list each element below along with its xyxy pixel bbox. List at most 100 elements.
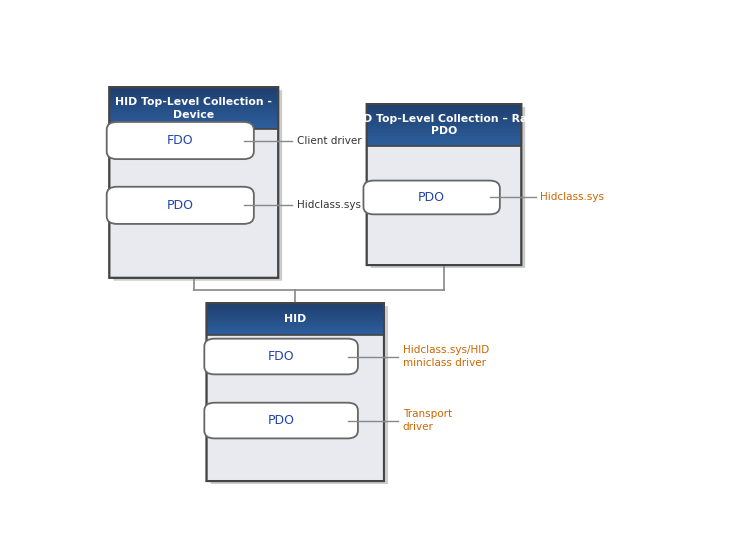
Bar bbox=[367, 115, 521, 117]
Bar bbox=[367, 139, 521, 140]
Bar bbox=[109, 109, 278, 111]
Bar bbox=[207, 318, 384, 319]
Bar bbox=[367, 125, 521, 127]
Bar bbox=[367, 112, 521, 114]
Bar bbox=[207, 310, 384, 312]
Bar bbox=[367, 122, 521, 124]
Bar bbox=[109, 116, 278, 118]
Text: Hidclass.sys/HID
miniclass driver: Hidclass.sys/HID miniclass driver bbox=[403, 345, 489, 368]
Bar bbox=[207, 302, 384, 304]
Bar bbox=[109, 87, 278, 89]
Bar bbox=[109, 118, 278, 119]
Bar bbox=[207, 323, 384, 324]
Bar bbox=[108, 129, 279, 278]
Bar bbox=[109, 100, 278, 101]
Bar bbox=[207, 328, 384, 330]
Bar bbox=[109, 115, 278, 117]
Bar bbox=[367, 130, 521, 132]
Bar bbox=[109, 95, 278, 97]
Bar bbox=[367, 104, 521, 106]
Bar bbox=[367, 144, 521, 146]
FancyBboxPatch shape bbox=[204, 339, 358, 375]
Bar bbox=[109, 122, 278, 124]
Bar bbox=[367, 111, 521, 113]
Bar bbox=[109, 113, 278, 115]
Bar bbox=[206, 335, 384, 481]
Bar bbox=[109, 126, 278, 128]
Bar bbox=[367, 140, 521, 142]
Bar bbox=[367, 107, 521, 108]
Bar bbox=[109, 92, 278, 94]
FancyBboxPatch shape bbox=[107, 187, 254, 224]
Bar bbox=[207, 314, 384, 315]
Bar bbox=[109, 88, 278, 90]
Bar bbox=[367, 131, 521, 134]
FancyBboxPatch shape bbox=[204, 403, 358, 438]
Bar bbox=[109, 98, 278, 100]
Bar bbox=[367, 134, 521, 136]
Bar bbox=[367, 113, 521, 116]
Bar bbox=[367, 143, 521, 145]
Text: PDO: PDO bbox=[418, 191, 445, 204]
Bar bbox=[367, 120, 521, 122]
FancyBboxPatch shape bbox=[370, 107, 525, 268]
Text: Transport
driver: Transport driver bbox=[403, 409, 452, 432]
Bar bbox=[109, 124, 278, 126]
Bar bbox=[366, 146, 522, 265]
Text: FDO: FDO bbox=[268, 350, 294, 363]
Bar bbox=[367, 105, 521, 107]
Bar bbox=[367, 129, 521, 130]
Text: PDO: PDO bbox=[268, 414, 294, 427]
Bar bbox=[367, 137, 521, 139]
Text: FDO: FDO bbox=[167, 134, 193, 147]
Bar bbox=[207, 321, 384, 322]
Bar bbox=[207, 306, 384, 307]
FancyBboxPatch shape bbox=[207, 303, 384, 481]
Bar bbox=[109, 91, 278, 93]
Bar bbox=[367, 126, 521, 128]
Bar bbox=[207, 317, 384, 318]
Bar bbox=[367, 123, 521, 125]
Bar bbox=[207, 334, 384, 335]
Bar bbox=[367, 119, 521, 121]
Bar bbox=[109, 111, 278, 112]
Bar bbox=[109, 101, 278, 102]
Bar bbox=[207, 311, 384, 313]
Bar bbox=[367, 128, 521, 129]
FancyBboxPatch shape bbox=[363, 180, 500, 214]
Text: Hidclass.sys: Hidclass.sys bbox=[297, 200, 361, 210]
Bar bbox=[207, 312, 384, 314]
Bar bbox=[109, 123, 278, 125]
Bar bbox=[207, 308, 384, 310]
Bar bbox=[109, 90, 278, 91]
Bar bbox=[109, 97, 278, 98]
Text: Hidclass.sys: Hidclass.sys bbox=[540, 192, 604, 202]
Bar bbox=[109, 106, 278, 108]
Bar bbox=[367, 118, 521, 119]
Bar bbox=[109, 105, 278, 107]
Bar bbox=[207, 315, 384, 316]
Text: HID Top-Level Collection -
Device: HID Top-Level Collection - Device bbox=[115, 97, 272, 119]
Text: Client driver: Client driver bbox=[297, 135, 362, 146]
Text: PDO: PDO bbox=[167, 199, 194, 212]
Bar bbox=[207, 316, 384, 317]
Bar bbox=[367, 136, 521, 138]
Bar bbox=[207, 329, 384, 331]
Bar bbox=[109, 120, 278, 122]
Bar bbox=[109, 119, 278, 120]
Bar bbox=[207, 309, 384, 311]
FancyBboxPatch shape bbox=[107, 122, 254, 159]
Bar bbox=[207, 319, 384, 320]
Bar bbox=[207, 331, 384, 332]
Bar bbox=[207, 305, 384, 306]
Bar bbox=[367, 116, 521, 118]
Bar bbox=[207, 325, 384, 327]
Bar bbox=[207, 322, 384, 323]
Bar bbox=[207, 327, 384, 329]
FancyBboxPatch shape bbox=[114, 90, 282, 280]
Bar bbox=[207, 307, 384, 309]
Bar bbox=[207, 320, 384, 321]
Bar bbox=[367, 141, 521, 143]
Bar bbox=[109, 112, 278, 114]
Bar bbox=[367, 109, 521, 111]
